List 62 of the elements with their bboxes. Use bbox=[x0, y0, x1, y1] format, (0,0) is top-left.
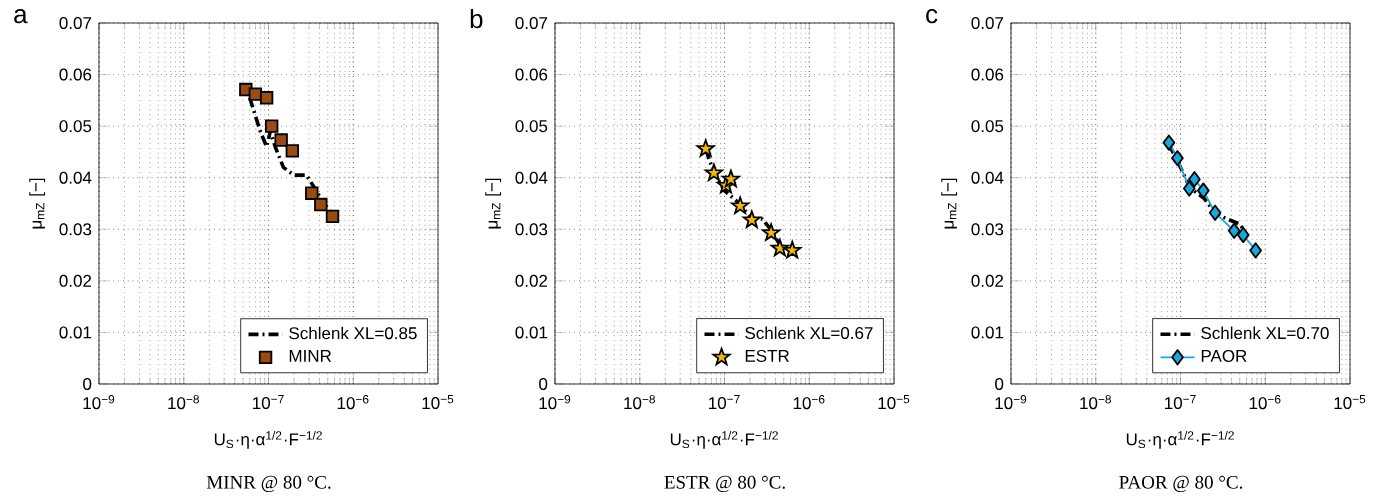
x-tick-label: 10$^{−6}$ bbox=[337, 395, 369, 410]
y-tick-label: 0.06 bbox=[971, 68, 1004, 81]
y-tick-label: 0.02 bbox=[59, 274, 92, 287]
y-axis-title: μ$_{mZ}$ [−] bbox=[29, 178, 46, 229]
y-tick-label: 0.05 bbox=[59, 120, 92, 133]
point bbox=[259, 91, 274, 105]
text: c bbox=[926, 9, 938, 24]
x-tick-label: 10$^{−7}$ bbox=[253, 395, 284, 410]
x-tick-label: 10$^{−9}$ bbox=[83, 395, 115, 410]
text: a bbox=[14, 9, 28, 24]
x-axis-title: U$_{S}$·η·α$^{1/2}$·F$^{−1/2}$ bbox=[1126, 430, 1234, 449]
text: b bbox=[470, 9, 483, 29]
y-tick-label: 0.02 bbox=[971, 274, 1004, 287]
y-tick-label: 0.07 bbox=[515, 17, 548, 30]
point bbox=[248, 87, 263, 101]
y-tick-label: 0.04 bbox=[515, 171, 548, 184]
text: MINR @ 80 °C. bbox=[206, 475, 331, 493]
y-tick-label: 0.01 bbox=[515, 326, 548, 339]
x-tick-label: 10$^{−5}$ bbox=[1334, 395, 1366, 410]
y-tick-label: 0.05 bbox=[515, 120, 548, 133]
legend-label: Schlenk XL=0.70 bbox=[1201, 326, 1329, 340]
legend-label: Schlenk XL=0.85 bbox=[289, 326, 417, 340]
y-tick-label: 0.03 bbox=[971, 223, 1004, 236]
x-tick-label: 10$^{−5}$ bbox=[422, 395, 454, 410]
y-tick-label: 0.06 bbox=[59, 68, 92, 81]
y-tick-label: 0.04 bbox=[971, 171, 1004, 184]
x-tick-label: 10$^{−9}$ bbox=[539, 395, 571, 410]
point bbox=[325, 209, 340, 224]
text: PAOR @ 80 °C. bbox=[1119, 475, 1243, 493]
y-tick-label: 0.04 bbox=[59, 171, 92, 184]
x-tick-label: 10$^{−9}$ bbox=[995, 395, 1027, 410]
x-axis-title: U$_{S}$·η·α$^{1/2}$·F$^{−1/2}$ bbox=[670, 430, 778, 449]
legend-label: Schlenk XL=0.67 bbox=[745, 326, 873, 340]
y-tick-label: 0.02 bbox=[515, 274, 548, 287]
y-tick-label: 0 bbox=[83, 377, 92, 390]
legend-label: MINR bbox=[289, 350, 332, 362]
y-tick-label: 0 bbox=[539, 377, 548, 390]
x-tick-label: 10$^{−7}$ bbox=[709, 395, 740, 410]
y-tick-label: 0.03 bbox=[59, 223, 92, 236]
y-axis-title: μ$_{mZ}$ [−] bbox=[485, 178, 502, 229]
x-tick-label: 10$^{−8}$ bbox=[624, 395, 655, 410]
x-tick-label: 10$^{−6}$ bbox=[1249, 395, 1281, 410]
y-axis-title: μ$_{mZ}$ [−] bbox=[941, 178, 958, 229]
y-tick-label: 0.06 bbox=[515, 68, 548, 81]
x-axis-title: U$_{S}$·η·α$^{1/2}$·F$^{−1/2}$ bbox=[214, 430, 322, 449]
point bbox=[305, 186, 319, 200]
y-tick-label: 0.03 bbox=[515, 223, 548, 236]
legend-label: ESTR bbox=[745, 349, 789, 362]
y-tick-label: 0.05 bbox=[971, 120, 1004, 133]
y-tick-label: 0.01 bbox=[59, 326, 92, 339]
y-tick-label: 0 bbox=[995, 377, 1004, 390]
x-tick-label: 10$^{−8}$ bbox=[1080, 395, 1111, 410]
y-tick-label: 0.07 bbox=[59, 17, 92, 30]
x-tick-label: 10$^{−8}$ bbox=[168, 395, 199, 410]
y-tick-label: 0.01 bbox=[971, 326, 1004, 339]
x-tick-label: 10$^{−7}$ bbox=[1165, 395, 1196, 410]
x-tick-label: 10$^{−5}$ bbox=[878, 395, 910, 410]
legend-label: PAOR bbox=[1201, 349, 1247, 362]
point bbox=[314, 197, 328, 212]
text: ESTR @ 80 °C. bbox=[664, 475, 785, 493]
y-tick-label: 0.07 bbox=[971, 17, 1004, 30]
x-tick-label: 10$^{−6}$ bbox=[793, 395, 825, 410]
